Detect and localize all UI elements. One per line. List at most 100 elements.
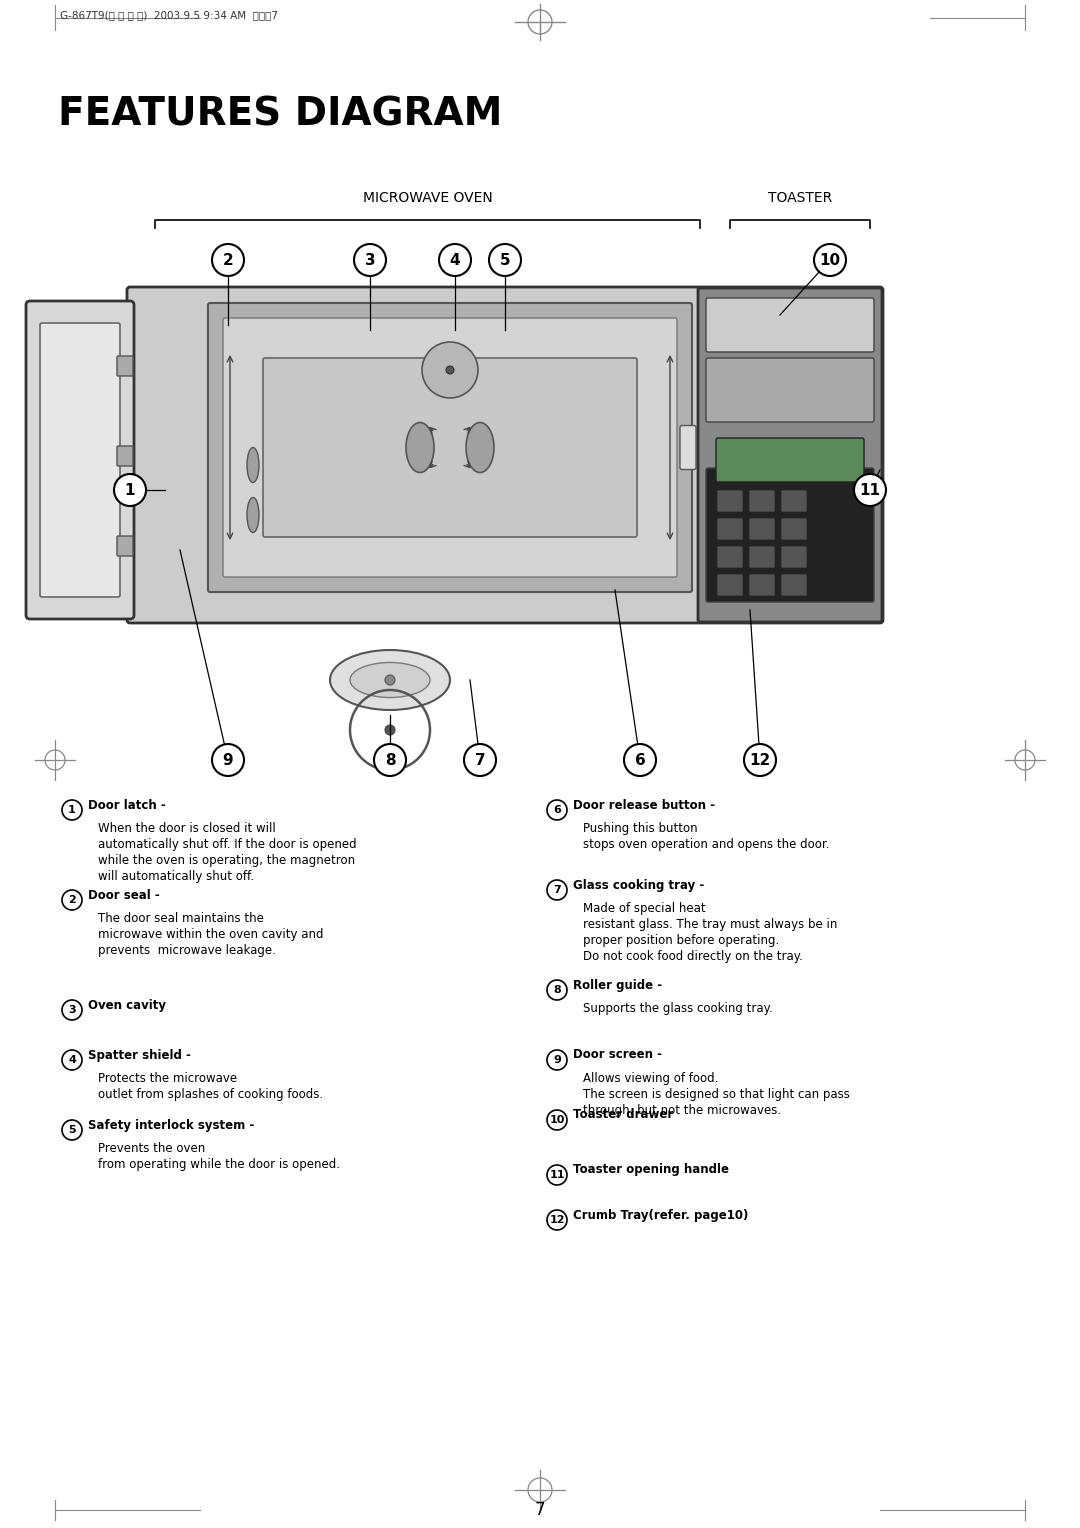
Text: will automatically shut off.: will automatically shut off. bbox=[98, 869, 254, 883]
Text: 11: 11 bbox=[860, 483, 880, 498]
Text: Oven cavity: Oven cavity bbox=[87, 998, 166, 1012]
Circle shape bbox=[489, 244, 521, 277]
Text: prevents  microwave leakage.: prevents microwave leakage. bbox=[98, 944, 275, 957]
FancyBboxPatch shape bbox=[750, 518, 775, 539]
Text: Toaster drawer: Toaster drawer bbox=[573, 1108, 673, 1122]
Ellipse shape bbox=[406, 423, 434, 472]
FancyBboxPatch shape bbox=[222, 318, 677, 578]
Circle shape bbox=[624, 744, 656, 776]
Ellipse shape bbox=[465, 423, 494, 472]
Text: Roller guide -: Roller guide - bbox=[573, 978, 662, 992]
FancyBboxPatch shape bbox=[750, 575, 775, 596]
FancyBboxPatch shape bbox=[117, 356, 133, 376]
Text: Spatter shield -: Spatter shield - bbox=[87, 1048, 191, 1062]
Circle shape bbox=[814, 244, 846, 277]
FancyBboxPatch shape bbox=[717, 575, 743, 596]
Text: 4: 4 bbox=[449, 252, 460, 267]
Circle shape bbox=[62, 1120, 82, 1140]
Text: When the door is closed it will: When the door is closed it will bbox=[98, 822, 275, 834]
Circle shape bbox=[62, 801, 82, 821]
Circle shape bbox=[354, 244, 386, 277]
Text: 10: 10 bbox=[550, 1115, 565, 1125]
Text: microwave within the oven cavity and: microwave within the oven cavity and bbox=[98, 927, 324, 941]
Text: Safety interlock system -: Safety interlock system - bbox=[87, 1118, 254, 1132]
Text: Pushing this button: Pushing this button bbox=[583, 822, 698, 834]
Text: Door screen -: Door screen - bbox=[573, 1048, 662, 1062]
Text: while the oven is operating, the magnetron: while the oven is operating, the magnetr… bbox=[98, 854, 355, 866]
Text: Supports the glass cooking tray.: Supports the glass cooking tray. bbox=[583, 1002, 773, 1015]
Text: Toaster opening handle: Toaster opening handle bbox=[573, 1163, 729, 1177]
FancyBboxPatch shape bbox=[750, 490, 775, 512]
Text: Made of special heat: Made of special heat bbox=[583, 902, 705, 915]
Text: from operating while the door is opened.: from operating while the door is opened. bbox=[98, 1158, 340, 1170]
FancyBboxPatch shape bbox=[717, 518, 743, 539]
Text: 8: 8 bbox=[384, 752, 395, 767]
Text: 3: 3 bbox=[365, 252, 376, 267]
Circle shape bbox=[212, 744, 244, 776]
Circle shape bbox=[374, 744, 406, 776]
Circle shape bbox=[854, 474, 886, 506]
Circle shape bbox=[546, 880, 567, 900]
FancyBboxPatch shape bbox=[716, 439, 864, 481]
Text: Door seal -: Door seal - bbox=[87, 888, 160, 902]
Text: 2: 2 bbox=[222, 252, 233, 267]
FancyBboxPatch shape bbox=[781, 575, 807, 596]
Text: FEATURES DIAGRAM: FEATURES DIAGRAM bbox=[58, 95, 502, 133]
FancyBboxPatch shape bbox=[117, 446, 133, 466]
Text: 4: 4 bbox=[68, 1054, 76, 1065]
Circle shape bbox=[546, 1050, 567, 1070]
Text: 1: 1 bbox=[68, 805, 76, 814]
Text: TOASTER: TOASTER bbox=[768, 191, 832, 205]
Text: 8: 8 bbox=[553, 986, 561, 995]
FancyBboxPatch shape bbox=[781, 545, 807, 568]
FancyBboxPatch shape bbox=[781, 518, 807, 539]
Text: Allows viewing of food.: Allows viewing of food. bbox=[583, 1073, 718, 1085]
Ellipse shape bbox=[350, 663, 430, 697]
FancyBboxPatch shape bbox=[698, 287, 882, 622]
Text: 3: 3 bbox=[68, 1005, 76, 1015]
Text: G-867T9(영 어 기 본)  2003.9.5 9:34 AM  페이지7: G-867T9(영 어 기 본) 2003.9.5 9:34 AM 페이지7 bbox=[60, 11, 278, 20]
Text: through, but not the microwaves.: through, but not the microwaves. bbox=[583, 1105, 781, 1117]
Text: 6: 6 bbox=[553, 805, 561, 814]
Text: 9: 9 bbox=[222, 752, 233, 767]
Circle shape bbox=[546, 801, 567, 821]
Text: 12: 12 bbox=[750, 752, 771, 767]
Text: Do not cook food directly on the tray.: Do not cook food directly on the tray. bbox=[583, 950, 802, 963]
FancyBboxPatch shape bbox=[750, 545, 775, 568]
Text: 5: 5 bbox=[68, 1125, 76, 1135]
FancyBboxPatch shape bbox=[127, 287, 883, 623]
Circle shape bbox=[422, 342, 478, 397]
Circle shape bbox=[62, 1050, 82, 1070]
Circle shape bbox=[464, 744, 496, 776]
Text: proper position before operating.: proper position before operating. bbox=[583, 934, 780, 947]
FancyBboxPatch shape bbox=[717, 490, 743, 512]
Ellipse shape bbox=[330, 649, 450, 711]
Circle shape bbox=[384, 675, 395, 685]
Text: outlet from splashes of cooking foods.: outlet from splashes of cooking foods. bbox=[98, 1088, 323, 1102]
Text: Protects the microwave: Protects the microwave bbox=[98, 1073, 238, 1085]
FancyBboxPatch shape bbox=[40, 322, 120, 597]
Text: Prevents the oven: Prevents the oven bbox=[98, 1141, 205, 1155]
Ellipse shape bbox=[247, 498, 259, 532]
Text: 7: 7 bbox=[475, 752, 485, 767]
FancyBboxPatch shape bbox=[264, 358, 637, 536]
Text: 9: 9 bbox=[553, 1054, 561, 1065]
FancyBboxPatch shape bbox=[706, 468, 874, 602]
Text: MICROWAVE OVEN: MICROWAVE OVEN bbox=[363, 191, 492, 205]
Circle shape bbox=[384, 724, 395, 735]
Text: 7: 7 bbox=[553, 885, 561, 895]
Text: 1: 1 bbox=[125, 483, 135, 498]
Text: Glass cooking tray -: Glass cooking tray - bbox=[573, 879, 704, 891]
Text: 12: 12 bbox=[550, 1215, 565, 1225]
Circle shape bbox=[62, 999, 82, 1021]
Text: Door latch -: Door latch - bbox=[87, 799, 165, 811]
Text: 10: 10 bbox=[820, 252, 840, 267]
FancyBboxPatch shape bbox=[706, 358, 874, 422]
Circle shape bbox=[62, 889, 82, 911]
Text: The screen is designed so that light can pass: The screen is designed so that light can… bbox=[583, 1088, 850, 1102]
FancyBboxPatch shape bbox=[717, 545, 743, 568]
Circle shape bbox=[114, 474, 146, 506]
Text: Door release button -: Door release button - bbox=[573, 799, 715, 811]
Text: resistant glass. The tray must always be in: resistant glass. The tray must always be… bbox=[583, 918, 837, 931]
Text: automatically shut off. If the door is opened: automatically shut off. If the door is o… bbox=[98, 837, 356, 851]
